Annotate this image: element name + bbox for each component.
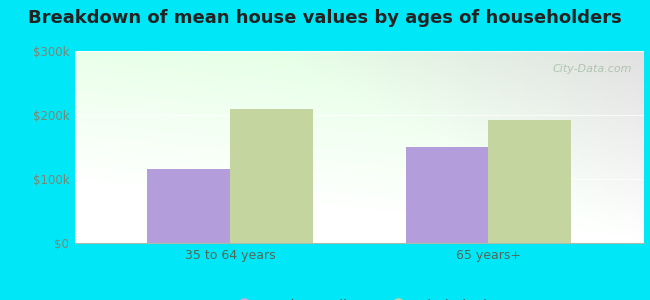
Legend: North Carrollton, Mississippi: North Carrollton, Mississippi bbox=[226, 293, 493, 300]
Bar bbox=[406, 147, 488, 243]
Bar bbox=[230, 109, 313, 243]
Bar bbox=[488, 120, 571, 243]
Text: City-Data.com: City-Data.com bbox=[552, 64, 632, 74]
Text: Breakdown of mean house values by ages of householders: Breakdown of mean house values by ages o… bbox=[28, 9, 622, 27]
Bar bbox=[147, 169, 230, 243]
